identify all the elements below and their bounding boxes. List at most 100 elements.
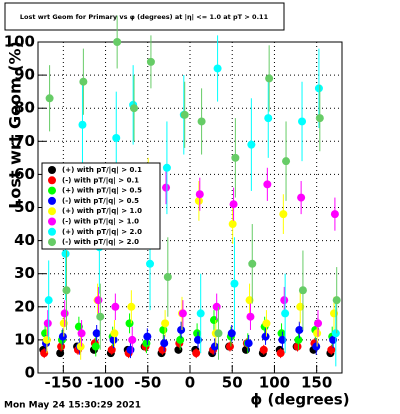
data-point	[246, 312, 255, 321]
y-tick-label: 40	[14, 231, 35, 249]
data-point	[315, 114, 324, 123]
data-point	[244, 339, 253, 348]
data-point	[230, 279, 239, 288]
data-point	[313, 329, 322, 338]
data-point	[178, 309, 187, 318]
data-point	[142, 339, 151, 348]
y-tick-label: 0	[25, 364, 35, 382]
data-point	[248, 259, 257, 268]
data-point	[163, 273, 172, 282]
data-point	[113, 38, 122, 46]
data-point	[146, 259, 155, 268]
data-point	[76, 342, 85, 351]
legend-box	[41, 162, 161, 250]
data-point	[229, 200, 238, 209]
series	[45, 15, 341, 360]
data-point	[161, 319, 170, 328]
data-point	[277, 329, 286, 338]
data-point	[42, 335, 51, 344]
y-tick-label: 100	[4, 33, 35, 51]
data-point	[332, 296, 341, 305]
y-tick-label: 90	[14, 66, 35, 84]
data-point	[193, 329, 202, 338]
data-point	[146, 57, 155, 66]
legend-marker	[48, 176, 56, 185]
legend-label: (-) with pT/|q| > 1.0	[62, 218, 139, 227]
x-tick-label: -50	[134, 374, 161, 392]
data-point	[160, 339, 169, 348]
y-tick-label: 20	[14, 297, 35, 315]
legend-label: (-) with pT/|q| > 0.5	[62, 197, 139, 206]
data-point	[298, 117, 307, 126]
x-tick-label: 0	[185, 374, 195, 392]
legend-label: (-) with pT/|q| > 2.0	[62, 238, 139, 247]
legend-marker	[48, 238, 56, 247]
legend-label: (+) with pT/|q| > 1.0	[62, 207, 142, 216]
data-point	[62, 286, 71, 295]
chart-title: Lost wrt Geom for Primary vs φ (degrees)…	[20, 13, 269, 22]
data-point	[225, 342, 234, 351]
data-point	[293, 342, 302, 351]
data-point	[193, 335, 202, 344]
data-point	[43, 319, 52, 328]
data-point	[276, 349, 285, 358]
y-axis-label: Lost wrt Geom (%)	[6, 41, 25, 209]
data-point	[261, 332, 270, 341]
legend-label: (+) with pT/|q| > 2.0	[62, 228, 142, 237]
legend-label: (+) with pT/|q| > 0.5	[62, 187, 142, 196]
legend-label: (+) with pT/|q| > 0.1	[62, 166, 142, 175]
y-tick-label: 50	[14, 198, 35, 216]
data-point	[126, 345, 135, 354]
data-point	[265, 74, 274, 83]
data-point	[128, 335, 137, 344]
data-point	[279, 210, 288, 219]
data-point	[74, 322, 83, 331]
data-point	[60, 309, 69, 318]
data-point	[44, 296, 53, 305]
data-point	[194, 196, 203, 205]
legend-marker	[48, 217, 56, 226]
y-tick-label: 10	[14, 330, 35, 348]
data-point	[297, 193, 306, 202]
footer-date: Mon May 24 15:30:29 2021	[4, 401, 141, 411]
legend-marker	[48, 186, 56, 195]
x-tick-label: 150	[301, 374, 332, 392]
data-point	[262, 319, 271, 328]
x-tick-label: -100	[87, 374, 125, 392]
x-tick-label: 100	[259, 374, 290, 392]
data-point	[195, 190, 204, 199]
title-box	[4, 2, 285, 31]
x-tick-label: -150	[45, 374, 83, 392]
data-point	[327, 345, 336, 354]
data-point	[61, 249, 70, 258]
x-tick-label: 50	[222, 374, 243, 392]
y-tick-label: 60	[14, 165, 35, 183]
data-point	[214, 329, 223, 338]
data-point	[259, 345, 268, 354]
legend-marker	[48, 227, 56, 236]
data-point	[298, 286, 307, 295]
data-point	[96, 312, 105, 321]
data-point	[247, 140, 256, 149]
legend-marker	[48, 196, 56, 205]
data-point	[227, 329, 236, 338]
y-tick-label: 30	[14, 264, 35, 282]
data-point	[58, 332, 67, 341]
legend-marker	[48, 207, 56, 216]
data-point	[312, 342, 321, 351]
data-point	[59, 319, 68, 328]
data-point	[314, 319, 323, 328]
data-point	[109, 335, 118, 344]
data-point	[78, 120, 87, 129]
data-point	[263, 180, 272, 189]
data-point	[111, 302, 120, 311]
data-point	[177, 325, 186, 334]
data-point	[45, 94, 54, 103]
data-point	[107, 345, 116, 354]
data-point	[176, 335, 185, 344]
data-point	[162, 163, 171, 172]
data-point	[94, 296, 103, 305]
data-point	[228, 220, 237, 229]
data-point	[180, 110, 189, 119]
data-point	[231, 153, 240, 162]
